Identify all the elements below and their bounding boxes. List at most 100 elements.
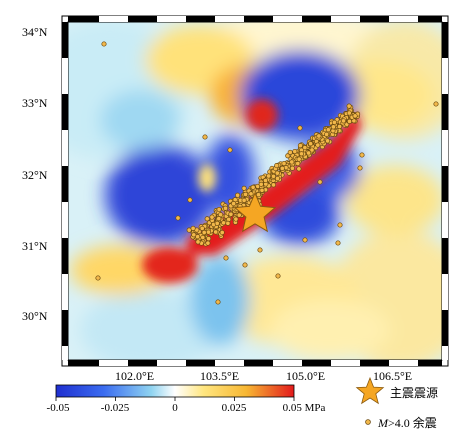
aftershock-dot [317, 179, 323, 185]
aftershock-dot [281, 160, 287, 167]
aftershock-dot [285, 153, 291, 159]
aftershock-dot [248, 191, 254, 197]
aftershock-dot [357, 165, 363, 171]
lat-label-33: 33°N [22, 96, 48, 110]
aftershock-dot [190, 225, 196, 231]
aftershock-dot [204, 216, 210, 222]
aftershock-dot [241, 197, 247, 203]
colorbar-tick-label: 0 [172, 402, 178, 414]
aftershock-dot [209, 214, 215, 220]
aftershock-dot [306, 150, 312, 156]
aftershock-dot [331, 119, 337, 125]
aftershock-points [95, 41, 439, 305]
lon-label-103-5: 103.5°E [200, 369, 240, 383]
aftershock-dot [289, 159, 295, 165]
aftershock-dot [231, 201, 237, 207]
aftershock-dot [302, 237, 308, 243]
aftershock-dot [335, 240, 341, 246]
aftershock-dot [175, 215, 181, 221]
aftershock-dot [302, 145, 308, 151]
aftershock-dot [292, 148, 298, 155]
aftershock-dot [289, 165, 295, 171]
aftershock-dot [195, 239, 201, 245]
aftershock-dot [243, 191, 249, 197]
aftershock-dot [297, 143, 303, 149]
aftershock-dot [324, 131, 330, 137]
lat-label-30: 30°N [22, 309, 48, 323]
aftershock-dot [223, 255, 229, 261]
aftershock-dot [325, 138, 331, 144]
map-frame [61, 15, 449, 367]
aftershock-dot [216, 216, 222, 222]
aftershock-dot [287, 149, 293, 155]
aftershock-dot [219, 229, 225, 236]
aftershock-dot [222, 205, 229, 211]
aftershock-dot [359, 152, 365, 158]
aftershock-dot [228, 211, 234, 217]
aftershock-dot [340, 118, 347, 124]
aftershock-dot [270, 173, 277, 179]
aftershock-dot [199, 225, 205, 231]
aftershock-dot [296, 156, 302, 162]
aftershock-dot [255, 192, 262, 198]
aftershock-dot [101, 41, 107, 47]
aftershock-dot [275, 273, 281, 279]
aftershock-dot [295, 160, 301, 167]
aftershock-dot [213, 229, 219, 235]
aftershock-dot [309, 147, 315, 153]
aftershock-dot [315, 142, 321, 148]
aftershock-dot [250, 184, 256, 190]
magnitude-symbol: M [378, 416, 388, 430]
lon-label-105: 105.0°E [286, 369, 326, 383]
aftershock-dot [235, 192, 241, 198]
aftershock-dot [258, 181, 264, 187]
aftershock-dot [352, 113, 358, 119]
lat-label-34: 34°N [22, 25, 48, 39]
aftershock-dot [346, 118, 353, 124]
aftershock-dot [214, 220, 220, 226]
aftershock-dot [221, 220, 227, 226]
colorbar-tick-label: 0.025 [221, 402, 247, 414]
aftershock-dot [266, 173, 272, 179]
aftershock-dot [346, 110, 352, 116]
aftershock-dot [337, 222, 343, 228]
aftershock-dot [298, 151, 305, 157]
coulomb-stress-field [68, 22, 442, 360]
aftershock-dot [270, 182, 277, 188]
aftershock-dot [205, 229, 212, 235]
aftershock-dot [279, 165, 285, 171]
aftershock-dot [191, 232, 197, 238]
aftershock-dot [236, 212, 242, 218]
lat-label-32: 32°N [22, 168, 48, 182]
aftershock-dot [95, 275, 101, 281]
aftershock-dot [308, 141, 314, 147]
aftershock-dot [433, 101, 439, 107]
legend-aftershock-dot [365, 419, 371, 425]
aftershock-dot [259, 187, 265, 193]
colorbar-tick-label: 0.05 MPa [282, 402, 326, 414]
aftershock-dot [233, 216, 239, 222]
aftershock-dot [200, 234, 206, 241]
aftershock-dot [205, 240, 211, 246]
aftershock-dot [206, 236, 212, 242]
colorbar-tick-label: -0.05 [46, 402, 70, 414]
aftershock-dot [225, 220, 231, 226]
lon-label-106-5: 106.5°E [373, 369, 413, 383]
aftershock-dot [202, 134, 208, 140]
aftershock-dot [215, 299, 221, 305]
lon-label-102: 102.0°E [115, 369, 155, 383]
aftershock-dot [296, 166, 302, 172]
aftershock-dot [325, 127, 331, 133]
colorbar-tick-label: -0.025 [100, 402, 130, 414]
aftershock-dot [316, 133, 322, 139]
colorbar-ticks [55, 397, 295, 401]
aftershock-dot [297, 125, 303, 131]
aftershock-dot [346, 103, 352, 109]
legend-aftershock-label: M>4.0 余震 [378, 414, 437, 431]
aftershock-dot [262, 177, 269, 184]
aftershock-dot [241, 185, 247, 191]
aftershock-dot [227, 147, 233, 153]
aftershock-dot [274, 170, 280, 176]
aftershock-dot [187, 197, 193, 203]
